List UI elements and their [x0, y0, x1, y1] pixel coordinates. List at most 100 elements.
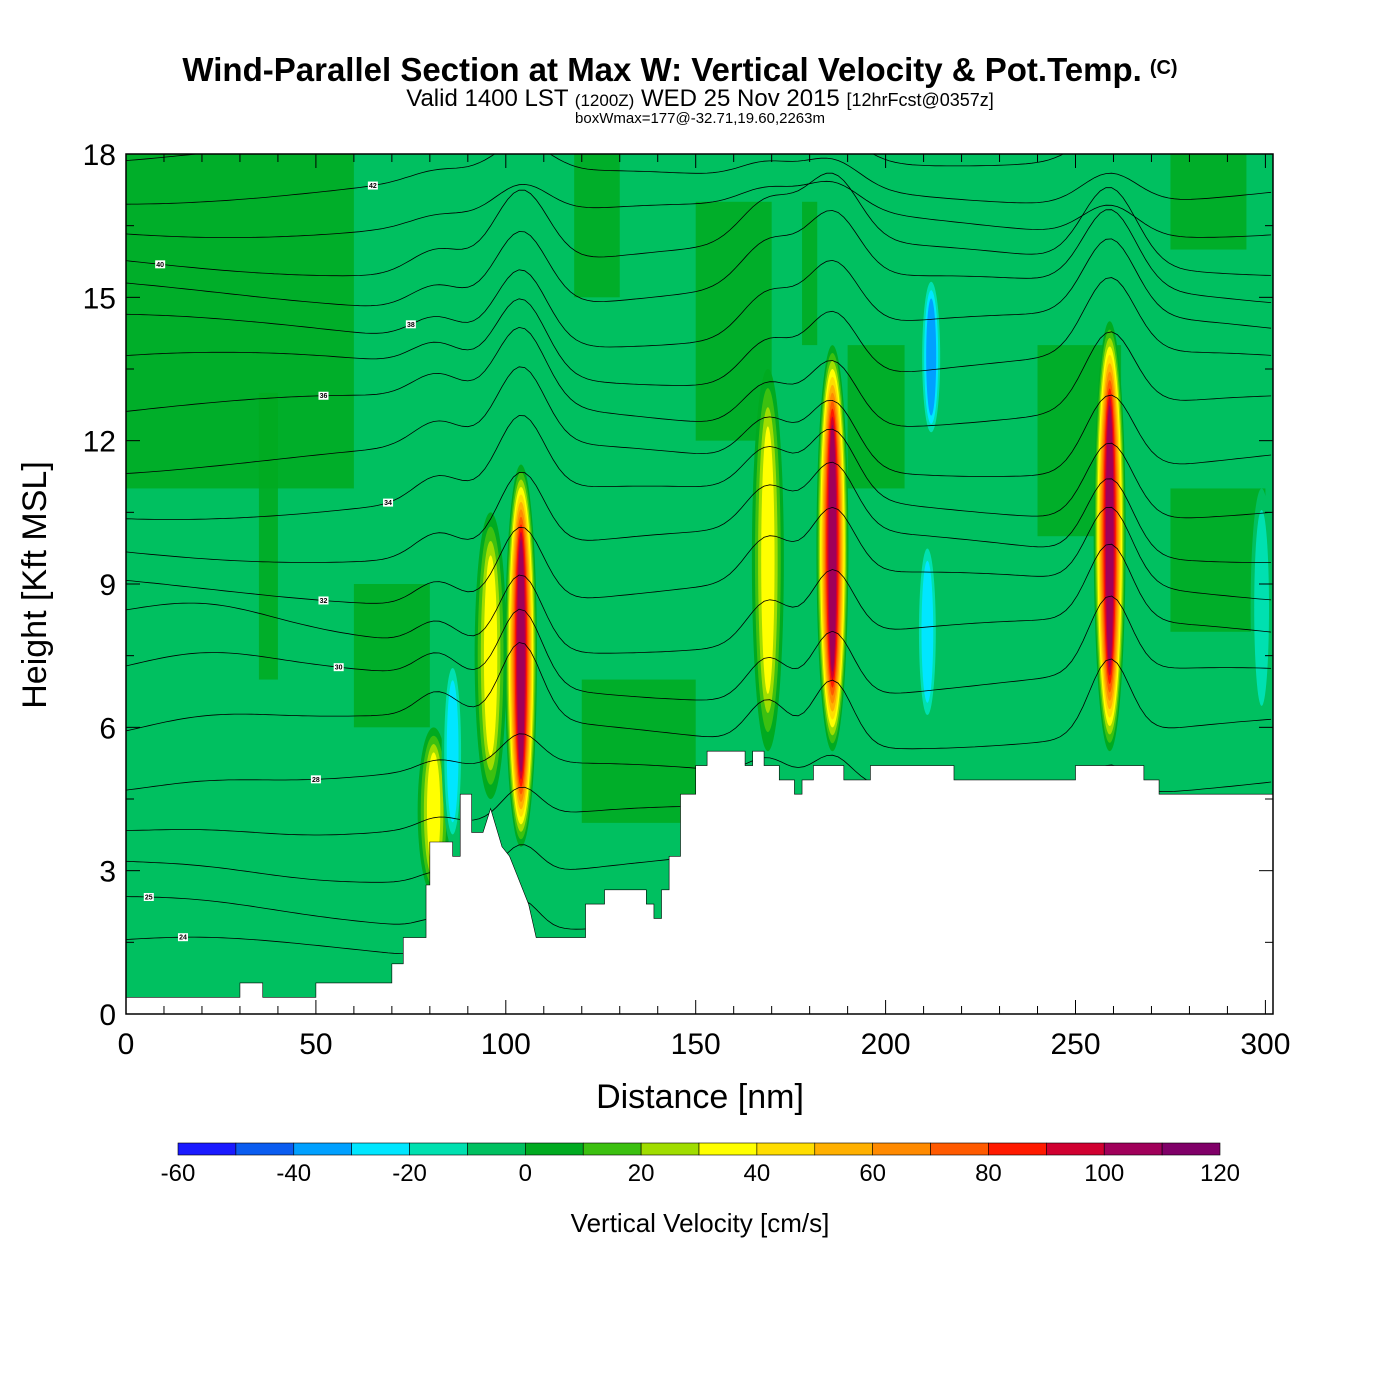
colorbar-segment	[988, 1142, 1047, 1156]
x-tick-label: 50	[299, 1028, 332, 1061]
colorbar-segment	[930, 1142, 989, 1156]
terrain-mask	[126, 750, 1273, 1014]
x-tick-label: 0	[118, 1028, 135, 1061]
theta-contour-31	[126, 543, 1272, 654]
colorbar: -60 -40 -20 0 20 40 60 80 100 120	[161, 1142, 1240, 1187]
contour-label-box	[143, 892, 154, 901]
y-tick-label: 18	[83, 139, 116, 172]
theta-contour-42	[126, 154, 1272, 205]
subtitle-date: WED 25 Nov 2015	[641, 85, 840, 112]
contour-label: 36	[320, 393, 328, 400]
contour-label-box	[367, 181, 378, 190]
colorbar-tick-label: -20	[392, 1160, 427, 1187]
contour-label: 30	[335, 665, 343, 672]
updraft-core-level	[828, 424, 837, 672]
x-axis-ticks: 0 50 100 150 200 250 300	[118, 154, 1290, 1061]
field-band	[126, 154, 354, 489]
x-tick-label: 150	[671, 1028, 721, 1061]
field-band	[574, 154, 620, 298]
contour-label-box	[318, 391, 329, 400]
colorbar-segment	[409, 1142, 468, 1156]
contour-label-box	[155, 260, 166, 269]
chart-subtitle: Valid 1400 LST (1200Z) WED 25 Nov 2015 […	[406, 85, 994, 112]
colorbar-segment	[756, 1142, 816, 1156]
x-axis-label: Distance [nm]	[596, 1078, 804, 1116]
colorbar-tick-label: 0	[519, 1160, 532, 1187]
theta-contour-32	[126, 506, 1272, 604]
theta-contour-41	[126, 180, 1272, 238]
colorbar-tick-label: 60	[859, 1160, 886, 1187]
y-tick-label: 15	[83, 282, 116, 315]
colorbar-segment	[814, 1142, 873, 1156]
downdraft-core-level	[921, 560, 934, 703]
theta-contour-39	[126, 209, 1272, 307]
theta-contour-35	[126, 366, 1272, 477]
contour-label: 42	[369, 183, 377, 190]
x-tick-label: 250	[1050, 1028, 1100, 1061]
colorbar-segment	[235, 1142, 295, 1156]
x-tick-label: 100	[481, 1028, 531, 1061]
subtitle-valid: Valid 1400 LST	[406, 85, 569, 112]
colorbar-label: Vertical Velocity [cm/s]	[571, 1208, 830, 1238]
theta-contour-36	[126, 326, 1272, 427]
colorbar-segment	[1046, 1142, 1105, 1156]
y-tick-label: 6	[99, 712, 116, 745]
updraft-core-level	[426, 752, 441, 870]
subtitle-forecast: [12hrFcst@0357z]	[846, 90, 993, 110]
theta-contour-30	[126, 595, 1272, 701]
x-tick-label: 200	[861, 1028, 911, 1061]
colorbar-segment	[582, 1142, 642, 1156]
colorbar-segment	[177, 1142, 237, 1156]
field-band	[258, 392, 278, 680]
velocity-cores	[417, 273, 1273, 895]
contour-label-box	[310, 775, 321, 784]
y-tick-label: 12	[83, 426, 116, 459]
field-band	[353, 584, 430, 728]
colorbar-tick-label: 20	[628, 1160, 655, 1187]
theta-contour-38	[126, 238, 1272, 348]
contour-label-box	[383, 498, 394, 507]
contour-label: 38	[407, 322, 415, 329]
colorbar-tick-label: -60	[161, 1160, 196, 1187]
colorbar-tick-label: -40	[276, 1160, 311, 1187]
downdraft-core-level	[926, 298, 937, 416]
field-band	[802, 201, 818, 346]
updraft-core-level	[517, 539, 525, 772]
colorbar-segment	[293, 1142, 352, 1156]
subtitle-box: boxWmax=177@-32.71,19.60,2263m	[575, 110, 825, 127]
theta-contour-40	[126, 172, 1272, 277]
theta-contour-29	[126, 642, 1272, 750]
chart-title: Wind-Parallel Section at Max W: Vertical…	[182, 51, 1177, 88]
contour-label: 40	[156, 262, 164, 269]
y-tick-label: 9	[99, 569, 116, 602]
contour-label: 24	[179, 935, 187, 942]
colorbar-segment	[1161, 1142, 1221, 1156]
colorbar-segment	[467, 1142, 526, 1156]
field-band	[581, 679, 696, 823]
colorbar-segment	[525, 1142, 584, 1156]
y-tick-label: 3	[99, 856, 116, 889]
contour-label: 32	[320, 598, 328, 605]
colorbar-segment	[640, 1142, 700, 1156]
updraft-core-level	[761, 426, 775, 694]
y-axis-label: Height [Kft MSL]	[16, 461, 54, 709]
contour-label-box	[405, 320, 416, 329]
colorbar-segment	[1103, 1142, 1163, 1156]
updraft-core-level	[1105, 405, 1114, 668]
colorbar-tick-label: 100	[1084, 1160, 1124, 1187]
colorbar-tick-label: 120	[1200, 1160, 1240, 1187]
contour-label-box	[177, 933, 188, 942]
theta-contour-34	[126, 415, 1272, 520]
downdraft-core-level	[1254, 509, 1270, 706]
field-band	[1170, 154, 1247, 250]
subtitle-utc: (1200Z)	[575, 91, 635, 110]
colorbar-segment	[351, 1142, 410, 1156]
contour-label: 34	[384, 500, 392, 507]
contour-label: 28	[312, 777, 320, 784]
copyright-mark: (C)	[1150, 57, 1178, 79]
contour-label-box	[333, 663, 344, 672]
